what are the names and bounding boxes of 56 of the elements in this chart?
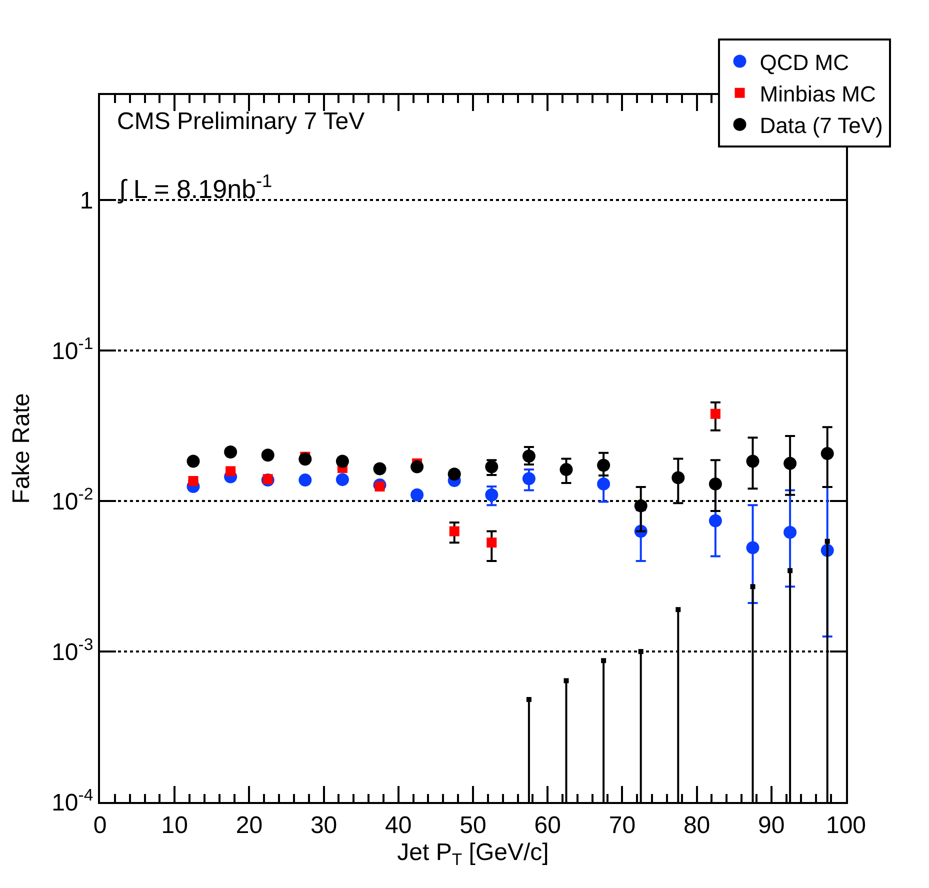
x-tick-label: 100	[826, 812, 866, 839]
y-tick-label: 10$^{-4}$	[52, 785, 94, 816]
point	[410, 488, 424, 502]
x-tick-label: 20	[236, 812, 263, 839]
legend-label: Data (7 TeV)	[760, 113, 883, 138]
point	[710, 408, 720, 419]
x-tick-label: 40	[385, 812, 412, 839]
x-axis-title: Jet P$_{T}$ [GeV/c]	[397, 838, 549, 869]
point	[261, 448, 274, 462]
point	[820, 447, 834, 460]
point	[298, 474, 312, 487]
point	[634, 499, 648, 512]
point	[672, 471, 685, 484]
y-tick-label: 1	[80, 188, 94, 215]
point	[784, 526, 797, 539]
annotation: CMS Preliminary 7 TeV	[117, 108, 365, 135]
x-tick-label: 10	[161, 812, 188, 839]
point	[262, 474, 273, 484]
annotation: ∫ L = 8.19nb$^{-1}$	[117, 171, 272, 204]
point	[708, 514, 722, 528]
point	[186, 454, 200, 468]
x-tick-label: 90	[758, 812, 785, 839]
point	[224, 445, 238, 458]
legend-label: QCD MC	[760, 50, 850, 75]
legend-label: Minbias MC	[760, 81, 876, 106]
point	[597, 458, 610, 472]
y-axis-title: Fake Rate	[8, 393, 36, 504]
x-tick-label: 30	[310, 812, 338, 839]
point	[226, 466, 236, 476]
point	[188, 476, 198, 486]
x-tick-label: 70	[608, 812, 636, 839]
point	[485, 488, 498, 502]
x-tick-label: 60	[534, 812, 561, 839]
point	[560, 463, 573, 476]
y-tick-label: 10$^{-1}$	[52, 334, 94, 366]
point	[410, 460, 424, 474]
point	[522, 472, 536, 486]
point	[373, 462, 386, 476]
point	[784, 456, 797, 470]
point	[449, 526, 460, 536]
point	[522, 450, 536, 463]
point	[336, 473, 349, 486]
point	[708, 477, 722, 490]
x-tick-label: 80	[683, 812, 710, 839]
x-tick-label: 0	[93, 812, 107, 839]
point	[485, 460, 498, 474]
y-tick-label: 10$^{-3}$	[52, 634, 94, 666]
y-tick-label: 10$^{-2}$	[52, 484, 94, 516]
point	[374, 482, 385, 492]
point	[448, 468, 461, 481]
point	[336, 454, 349, 468]
point	[486, 538, 497, 548]
point	[746, 454, 760, 468]
x-tick-label: 50	[460, 812, 486, 839]
point	[746, 541, 760, 554]
point	[597, 477, 610, 490]
